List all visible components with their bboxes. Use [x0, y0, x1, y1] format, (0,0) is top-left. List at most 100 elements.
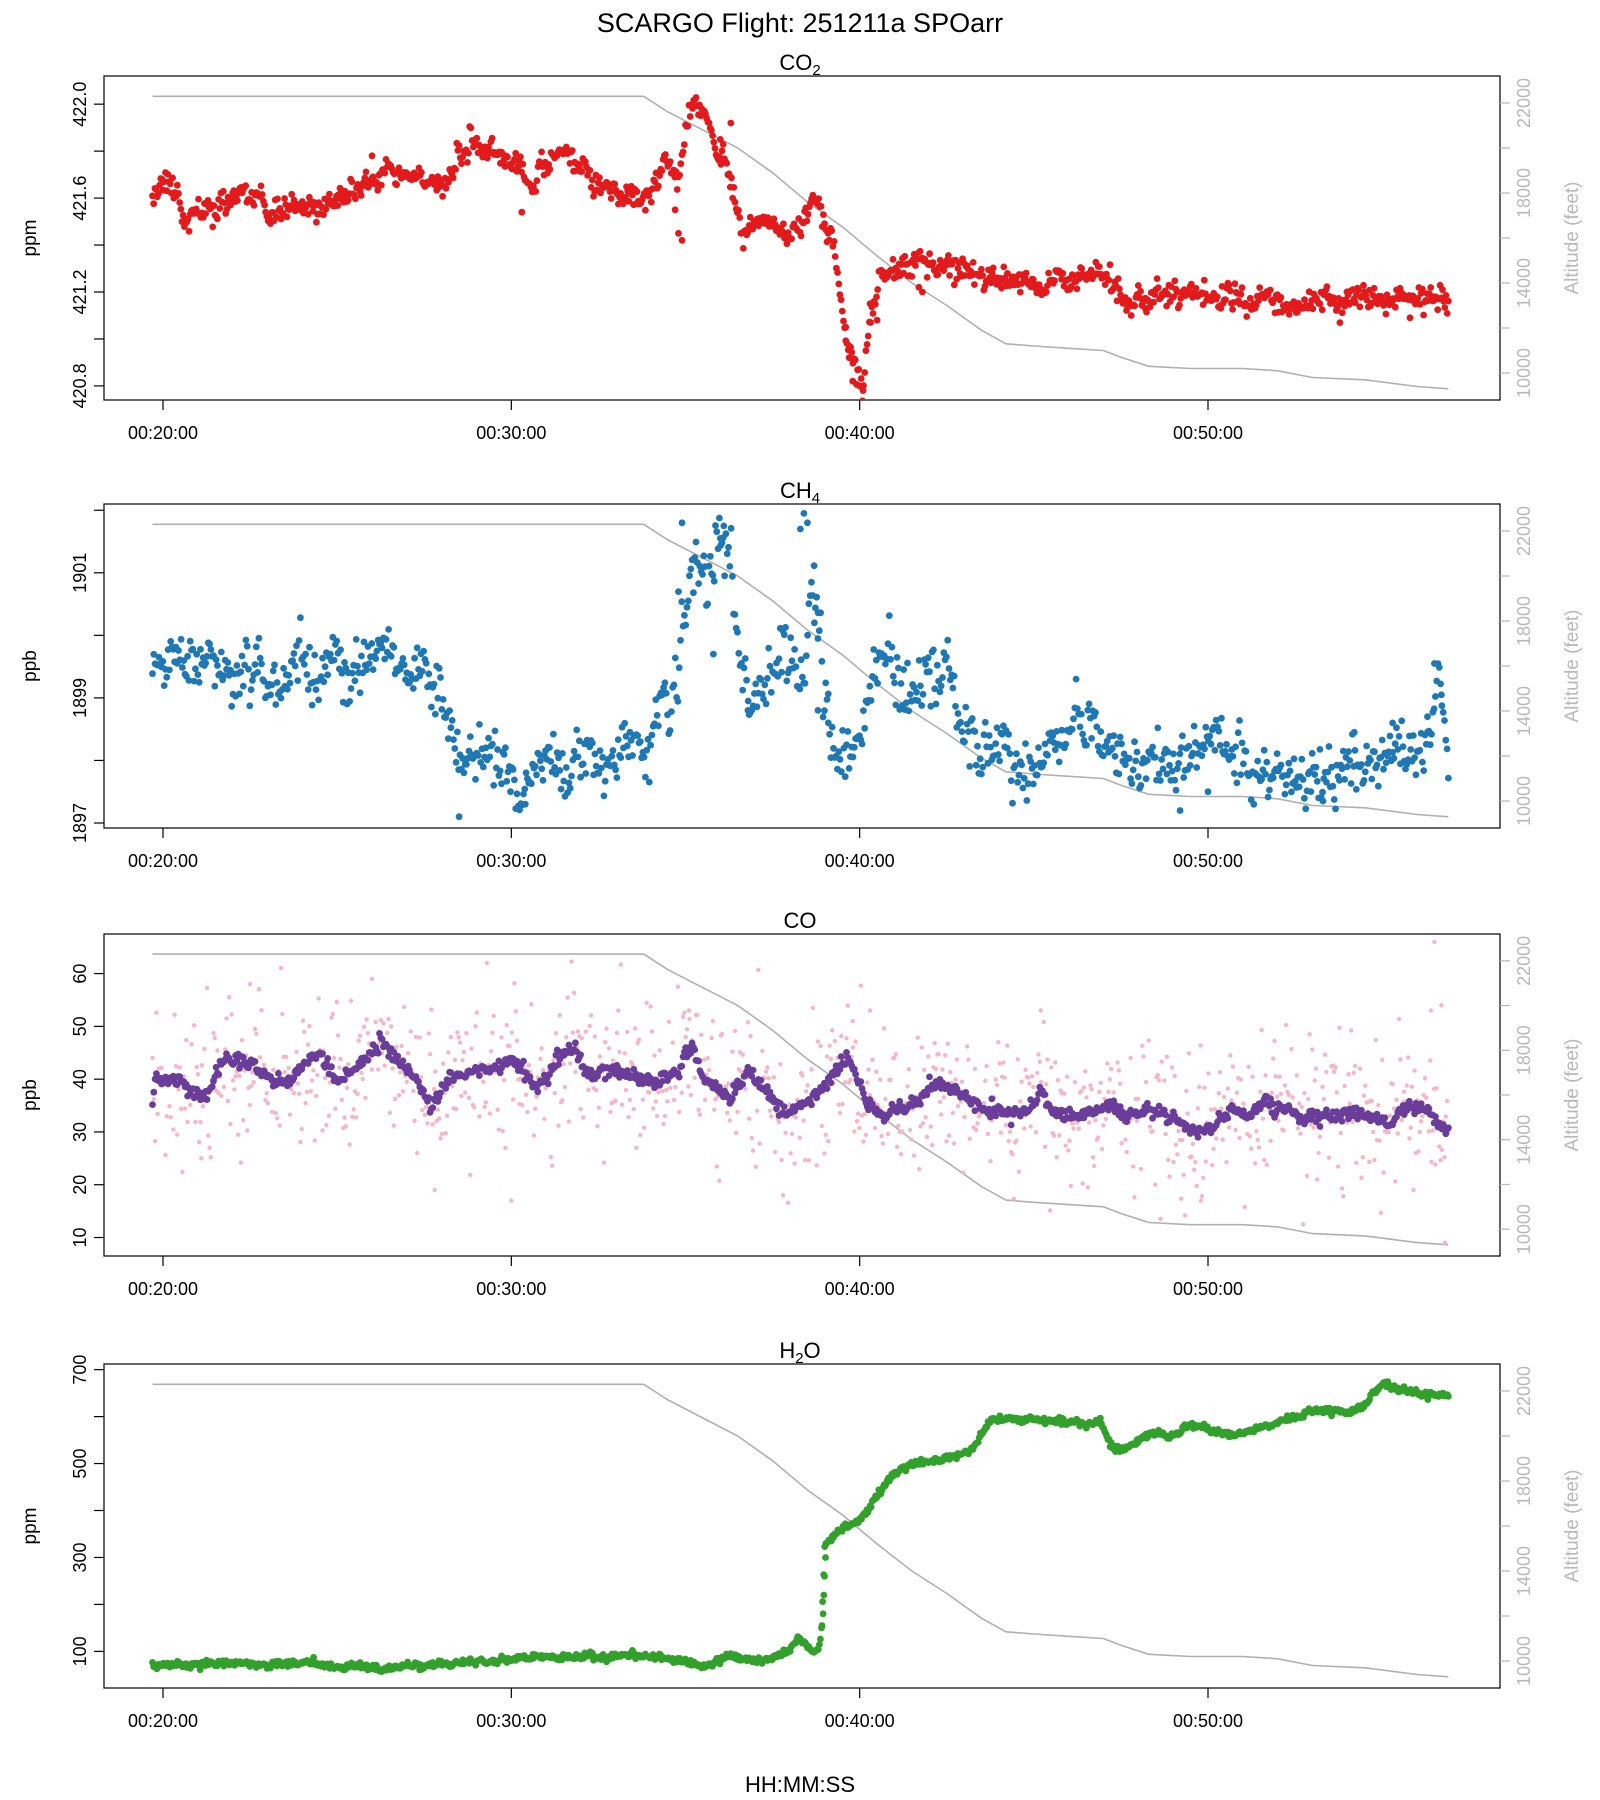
data-point-co2 [655, 182, 662, 190]
co-raw-point [863, 1132, 869, 1138]
data-point-co2 [1154, 284, 1162, 292]
co-raw-point [923, 1115, 928, 1120]
data-point-co [1259, 1101, 1267, 1108]
co-raw-point [805, 1083, 810, 1088]
data-point-ch4 [839, 727, 846, 734]
data-point-ch4 [1133, 748, 1141, 756]
data-point-ch4 [1229, 753, 1237, 760]
data-point-ch4 [1330, 796, 1338, 803]
data-point-ch4 [723, 550, 731, 558]
co-raw-point [252, 1026, 258, 1032]
data-point-co2 [804, 210, 812, 218]
data-point-ch4 [302, 650, 309, 658]
co-raw-point [509, 1198, 514, 1203]
co-raw-point [431, 1086, 437, 1092]
data-point-ch4 [1216, 742, 1224, 749]
co-raw-point [1300, 1222, 1306, 1227]
co-raw-point [1036, 1052, 1041, 1057]
data-point-ch4 [409, 685, 417, 692]
co-raw-point [1089, 1086, 1094, 1092]
y-axis-label-ch4: ppb [20, 650, 41, 682]
data-point-ch4 [206, 640, 214, 648]
co-raw-point [247, 1102, 252, 1108]
co-raw-point [732, 1028, 738, 1034]
co-raw-point [487, 1111, 492, 1116]
data-point-co2 [512, 149, 520, 157]
alt-tick-label-co: 14000 [1514, 1115, 1534, 1165]
co-raw-point [1372, 1157, 1377, 1163]
co-raw-point [687, 1016, 692, 1022]
data-point-co [757, 1076, 765, 1084]
co-raw-point [1005, 1043, 1010, 1048]
data-point-ch4 [1179, 732, 1186, 740]
co-raw-point [579, 1036, 585, 1041]
co-raw-point [1041, 1019, 1046, 1025]
data-point-co2 [455, 142, 463, 149]
data-point-co2 [1420, 311, 1427, 319]
co-raw-point [1015, 1057, 1020, 1062]
data-point-co2 [1078, 265, 1086, 272]
data-point-ch4 [1015, 771, 1023, 779]
data-point-ch4 [850, 743, 858, 751]
data-point-ch4 [1338, 765, 1346, 773]
co-raw-point [706, 1067, 712, 1073]
data-point-co2 [847, 343, 854, 351]
co-raw-point [1271, 1056, 1276, 1061]
data-point-ch4 [239, 682, 247, 690]
data-point-ch4 [1022, 740, 1029, 747]
co-raw-point [239, 1038, 245, 1043]
co-raw-point [304, 1089, 310, 1095]
co-raw-point [734, 1130, 739, 1136]
data-point-ch4 [913, 688, 920, 696]
co-raw-point [950, 1110, 956, 1116]
data-point-co2 [945, 252, 952, 259]
co-raw-point [369, 1067, 374, 1072]
co-raw-point [329, 1015, 334, 1020]
x-tick-label-ch4: 00:20:00 [128, 851, 198, 871]
co-raw-point [167, 1104, 172, 1109]
alt-tick-label-h2o: 14000 [1514, 1546, 1534, 1596]
co-raw-point [202, 1046, 207, 1052]
data-point-ch4 [243, 642, 251, 650]
data-point-co2 [950, 281, 958, 289]
data-point-co2 [361, 174, 369, 182]
co-raw-point [1025, 1075, 1031, 1080]
co-raw-point [184, 1037, 189, 1043]
data-point-ch4 [452, 758, 460, 766]
data-point-ch4 [390, 643, 398, 651]
co-raw-point [974, 1127, 979, 1133]
co-raw-point [1156, 1078, 1162, 1083]
co-raw-point [151, 1096, 156, 1102]
data-point-ch4 [1079, 730, 1086, 738]
data-point-co2 [257, 182, 265, 190]
co-raw-point [1181, 1172, 1186, 1178]
co-raw-point [1281, 1128, 1286, 1133]
co-raw-point [1439, 1003, 1444, 1008]
co-raw-point [857, 1125, 862, 1131]
data-point-co [1406, 1097, 1413, 1105]
data-point-co2 [842, 323, 850, 331]
data-point-co2 [1309, 305, 1317, 313]
data-point-ch4 [804, 519, 811, 527]
data-point-co [1352, 1104, 1360, 1112]
data-point-ch4 [303, 671, 311, 678]
co-raw-point [944, 1139, 949, 1144]
co-raw-point [312, 1138, 317, 1143]
data-point-ch4 [193, 650, 201, 658]
data-point-ch4 [681, 611, 688, 619]
co-raw-point [1143, 1079, 1149, 1085]
co-raw-point [778, 1062, 783, 1067]
co-raw-point [542, 1116, 547, 1122]
chart-panels: CO2ppm420.8421.2421.6422.010000140001800… [20, 50, 1583, 1731]
data-point-ch4 [1166, 761, 1173, 769]
data-point-ch4 [260, 678, 268, 685]
data-point-co2 [352, 195, 359, 203]
co-raw-point [1316, 1150, 1321, 1156]
data-point-ch4 [1031, 762, 1038, 769]
co-raw-point [867, 1092, 872, 1098]
data-point-ch4 [1273, 750, 1281, 757]
co-raw-point [1294, 1073, 1299, 1078]
co-raw-point [1128, 1055, 1133, 1061]
data-point-co [150, 1088, 158, 1096]
data-point-ch4 [1281, 790, 1289, 798]
